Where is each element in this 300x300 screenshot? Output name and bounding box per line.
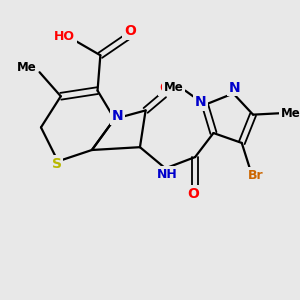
Text: S: S [52,157,61,171]
Text: NH: NH [156,168,177,181]
Text: N: N [195,95,207,109]
Text: HO: HO [54,30,75,44]
Text: Me: Me [164,81,183,94]
Text: O: O [124,24,136,38]
Text: Br: Br [248,169,264,182]
Text: O: O [188,187,200,201]
Text: N: N [112,109,123,123]
Text: Me: Me [17,61,37,74]
Text: Me: Me [281,107,300,120]
Text: O: O [160,81,171,95]
Text: N: N [229,81,241,95]
